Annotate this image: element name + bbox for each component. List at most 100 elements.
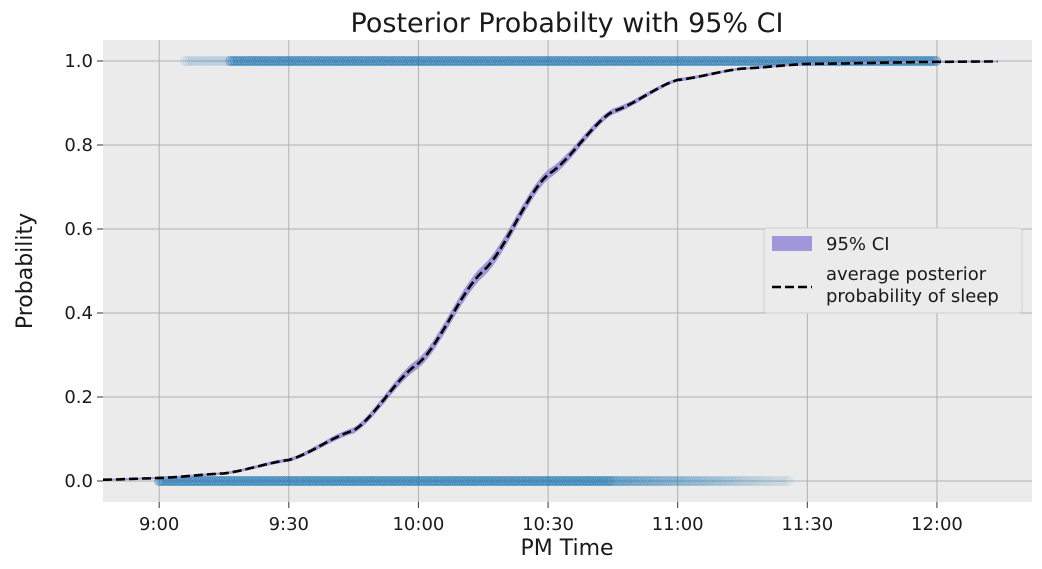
y-tick-label: 0.4	[64, 303, 93, 324]
observation-point	[617, 476, 628, 486]
observation-point	[765, 476, 775, 486]
observation-point	[211, 56, 221, 66]
observation-point	[696, 476, 706, 486]
x-tick-label: 9:30	[269, 514, 309, 535]
observation-point	[760, 476, 771, 486]
observation-point	[608, 476, 618, 486]
observation-point	[715, 476, 725, 486]
observation-point	[757, 476, 768, 486]
observation-point	[213, 56, 224, 66]
observation-point	[651, 476, 661, 486]
observation-point	[655, 476, 666, 486]
observation-point	[215, 56, 226, 66]
observation-point	[199, 56, 210, 66]
observation-point	[772, 476, 782, 486]
observation-point	[710, 476, 721, 486]
observation-point	[684, 476, 694, 486]
observation-point	[741, 476, 752, 486]
observation-point	[784, 476, 794, 486]
observation-point	[612, 476, 623, 486]
observation-point	[189, 56, 200, 66]
x-tick-label: 11:30	[781, 514, 833, 535]
observation-point	[767, 476, 778, 486]
observation-point	[218, 56, 229, 66]
observation-point	[182, 56, 193, 66]
y-tick-label: 0.0	[64, 471, 93, 492]
observation-point	[691, 476, 702, 486]
y-axis-label: Probability	[13, 213, 38, 329]
observation-point	[712, 476, 723, 486]
observation-point	[667, 476, 678, 486]
observation-point	[660, 476, 671, 486]
observation-point	[734, 476, 744, 486]
observation-point	[776, 476, 787, 486]
asleep-observations	[180, 56, 941, 66]
observation-point	[670, 476, 680, 486]
observation-point	[632, 476, 642, 486]
legend-box	[763, 227, 1023, 314]
observation-point	[762, 476, 773, 486]
observation-point	[620, 476, 630, 486]
observation-point	[658, 476, 668, 486]
observation-point	[653, 476, 664, 486]
observation-point	[698, 476, 709, 486]
observation-point	[180, 56, 191, 66]
y-tick-label: 0.6	[64, 219, 93, 240]
observation-point	[781, 476, 792, 486]
observation-point	[693, 476, 704, 486]
observation-point	[750, 476, 761, 486]
observation-point	[769, 476, 780, 486]
legend-line-label: average posterior	[826, 264, 987, 285]
observation-point	[674, 476, 685, 486]
observation-point	[774, 476, 785, 486]
observation-point	[719, 476, 730, 486]
observation-point	[686, 476, 697, 486]
observation-point	[201, 56, 212, 66]
observation-point	[681, 476, 692, 486]
observation-point	[679, 476, 690, 486]
observation-point	[615, 476, 626, 486]
legend: 95% CI average posterior probability of …	[763, 227, 1023, 314]
observation-point	[700, 476, 711, 486]
observation-point	[603, 476, 614, 486]
observation-point	[605, 476, 616, 486]
observation-point	[643, 476, 654, 486]
observation-point	[703, 476, 713, 486]
observation-point	[689, 476, 699, 486]
observation-point	[662, 476, 673, 486]
legend-ci-label: 95% CI	[826, 234, 890, 255]
observation-point	[743, 476, 754, 486]
observation-point	[731, 476, 742, 486]
observation-point	[665, 476, 675, 486]
observation-point	[187, 56, 198, 66]
observation-point	[184, 56, 195, 66]
observation-point	[203, 56, 214, 66]
observation-point	[627, 476, 637, 486]
y-tick-label: 0.2	[64, 387, 93, 408]
legend-line-label-cont: probability of sleep	[826, 286, 999, 307]
legend-ci-swatch	[772, 236, 812, 251]
observation-point	[672, 476, 683, 486]
observation-point	[636, 476, 647, 486]
y-tick-label: 0.8	[64, 135, 93, 156]
observation-point	[779, 476, 790, 486]
awake-observations	[154, 476, 794, 486]
observation-point	[738, 476, 749, 486]
x-tick-label: 10:30	[522, 514, 574, 535]
mean-posterior-line	[103, 60, 998, 481]
observation-point	[634, 476, 645, 486]
x-tick-label: 10:00	[392, 514, 444, 535]
observation-point	[648, 476, 659, 486]
observation-point	[206, 56, 217, 66]
observation-point	[705, 476, 716, 486]
observation-point	[622, 476, 633, 486]
observation-point	[641, 476, 652, 486]
observation-point	[727, 476, 737, 486]
observation-point	[646, 476, 656, 486]
observation-point	[755, 476, 766, 486]
observation-point	[736, 476, 747, 486]
observation-point	[194, 56, 205, 66]
observation-point	[639, 476, 649, 486]
axis-ticks: 9:00 9:30 10:00 10:30 11:00 11:30 12:00 0.0 0.2 0…	[64, 51, 963, 535]
